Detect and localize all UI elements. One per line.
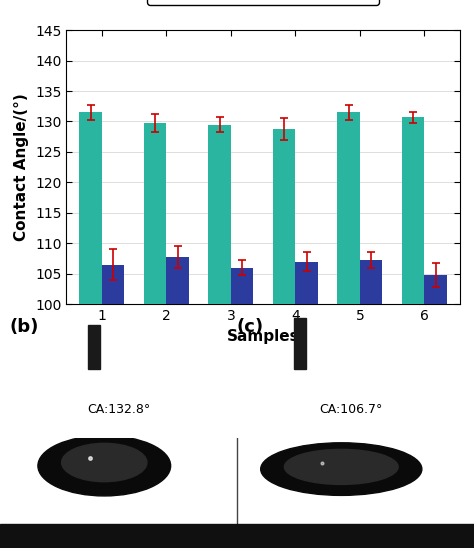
Legend: SWNTs, hybrid film: SWNTs, hybrid film bbox=[147, 0, 379, 5]
Bar bbox=[144, 123, 166, 548]
Bar bbox=[231, 267, 254, 548]
Bar bbox=[79, 112, 102, 548]
Bar bbox=[237, 524, 474, 548]
Ellipse shape bbox=[261, 443, 422, 495]
Ellipse shape bbox=[38, 436, 171, 496]
Bar bbox=[402, 117, 424, 548]
Bar bbox=[88, 324, 100, 369]
X-axis label: Samples: Samples bbox=[227, 329, 300, 344]
Bar bbox=[102, 265, 124, 548]
Bar bbox=[0, 524, 237, 548]
Bar bbox=[273, 129, 295, 548]
Text: (c): (c) bbox=[237, 318, 264, 336]
Text: (b): (b) bbox=[9, 318, 39, 336]
Bar bbox=[337, 112, 360, 548]
Bar bbox=[360, 260, 383, 548]
Text: CA:106.7°: CA:106.7° bbox=[319, 403, 383, 416]
Ellipse shape bbox=[62, 443, 147, 482]
Text: CA:132.8°: CA:132.8° bbox=[87, 403, 150, 416]
Bar bbox=[294, 318, 306, 369]
Bar bbox=[295, 261, 318, 548]
Y-axis label: Contact Angle/(°): Contact Angle/(°) bbox=[14, 93, 29, 241]
Bar bbox=[166, 256, 189, 548]
Bar bbox=[208, 124, 231, 548]
Bar bbox=[424, 275, 447, 548]
Ellipse shape bbox=[284, 449, 398, 484]
